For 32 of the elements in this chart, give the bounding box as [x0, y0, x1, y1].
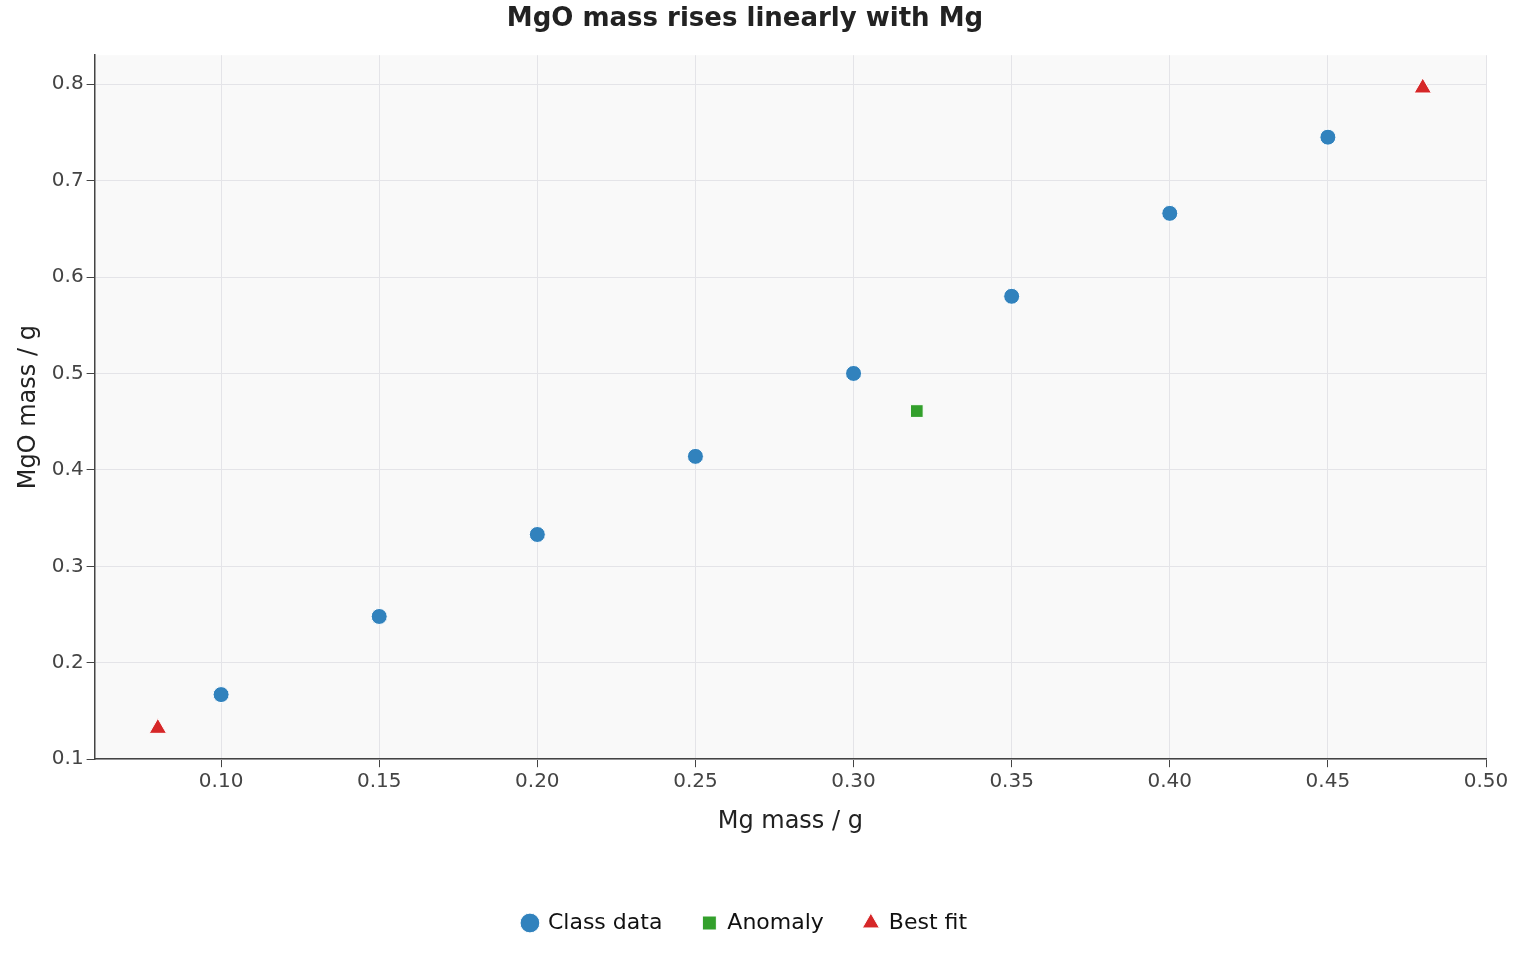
x-tick-label: 0.35 — [989, 768, 1034, 793]
x-tick-label: 0.40 — [1147, 768, 1193, 793]
x-tick-label: 0.45 — [1305, 768, 1351, 793]
legend-label: Class data — [547, 908, 663, 934]
point — [212, 686, 230, 704]
point — [1319, 128, 1337, 146]
y-tick-label: 0.2 — [51, 648, 84, 673]
chart-title: MgO mass rises linearly with Mg — [506, 2, 984, 33]
y-tick-label: 0.1 — [51, 745, 84, 770]
y-tick-label: 0.7 — [51, 166, 84, 191]
y-tick-label: 0.6 — [51, 263, 84, 288]
point — [370, 607, 388, 625]
y-tick-label: 0.5 — [51, 359, 84, 384]
legend-label: Best fit — [888, 908, 968, 934]
point — [1161, 204, 1179, 222]
point — [909, 404, 924, 418]
x-tick-label: 0.20 — [515, 768, 560, 793]
y-tick-label: 0.4 — [51, 456, 84, 481]
x-tick-label: 0.50 — [1463, 768, 1509, 793]
x-tick-label: 0.10 — [198, 768, 244, 793]
point — [528, 526, 546, 543]
point — [686, 447, 704, 465]
point — [845, 364, 863, 382]
x-tick-label: 0.25 — [673, 768, 718, 793]
legend-label: Anomaly — [727, 908, 824, 934]
x-tick-label: 0.15 — [356, 768, 402, 793]
x-tick-label: 0.30 — [831, 768, 876, 793]
y-axis-title: MgO mass / g — [12, 325, 41, 490]
y-tick-label: 0.3 — [51, 552, 84, 577]
point — [1003, 287, 1021, 305]
x-axis-title: Mg mass / g — [717, 805, 863, 834]
y-tick-label: 0.8 — [51, 70, 84, 95]
